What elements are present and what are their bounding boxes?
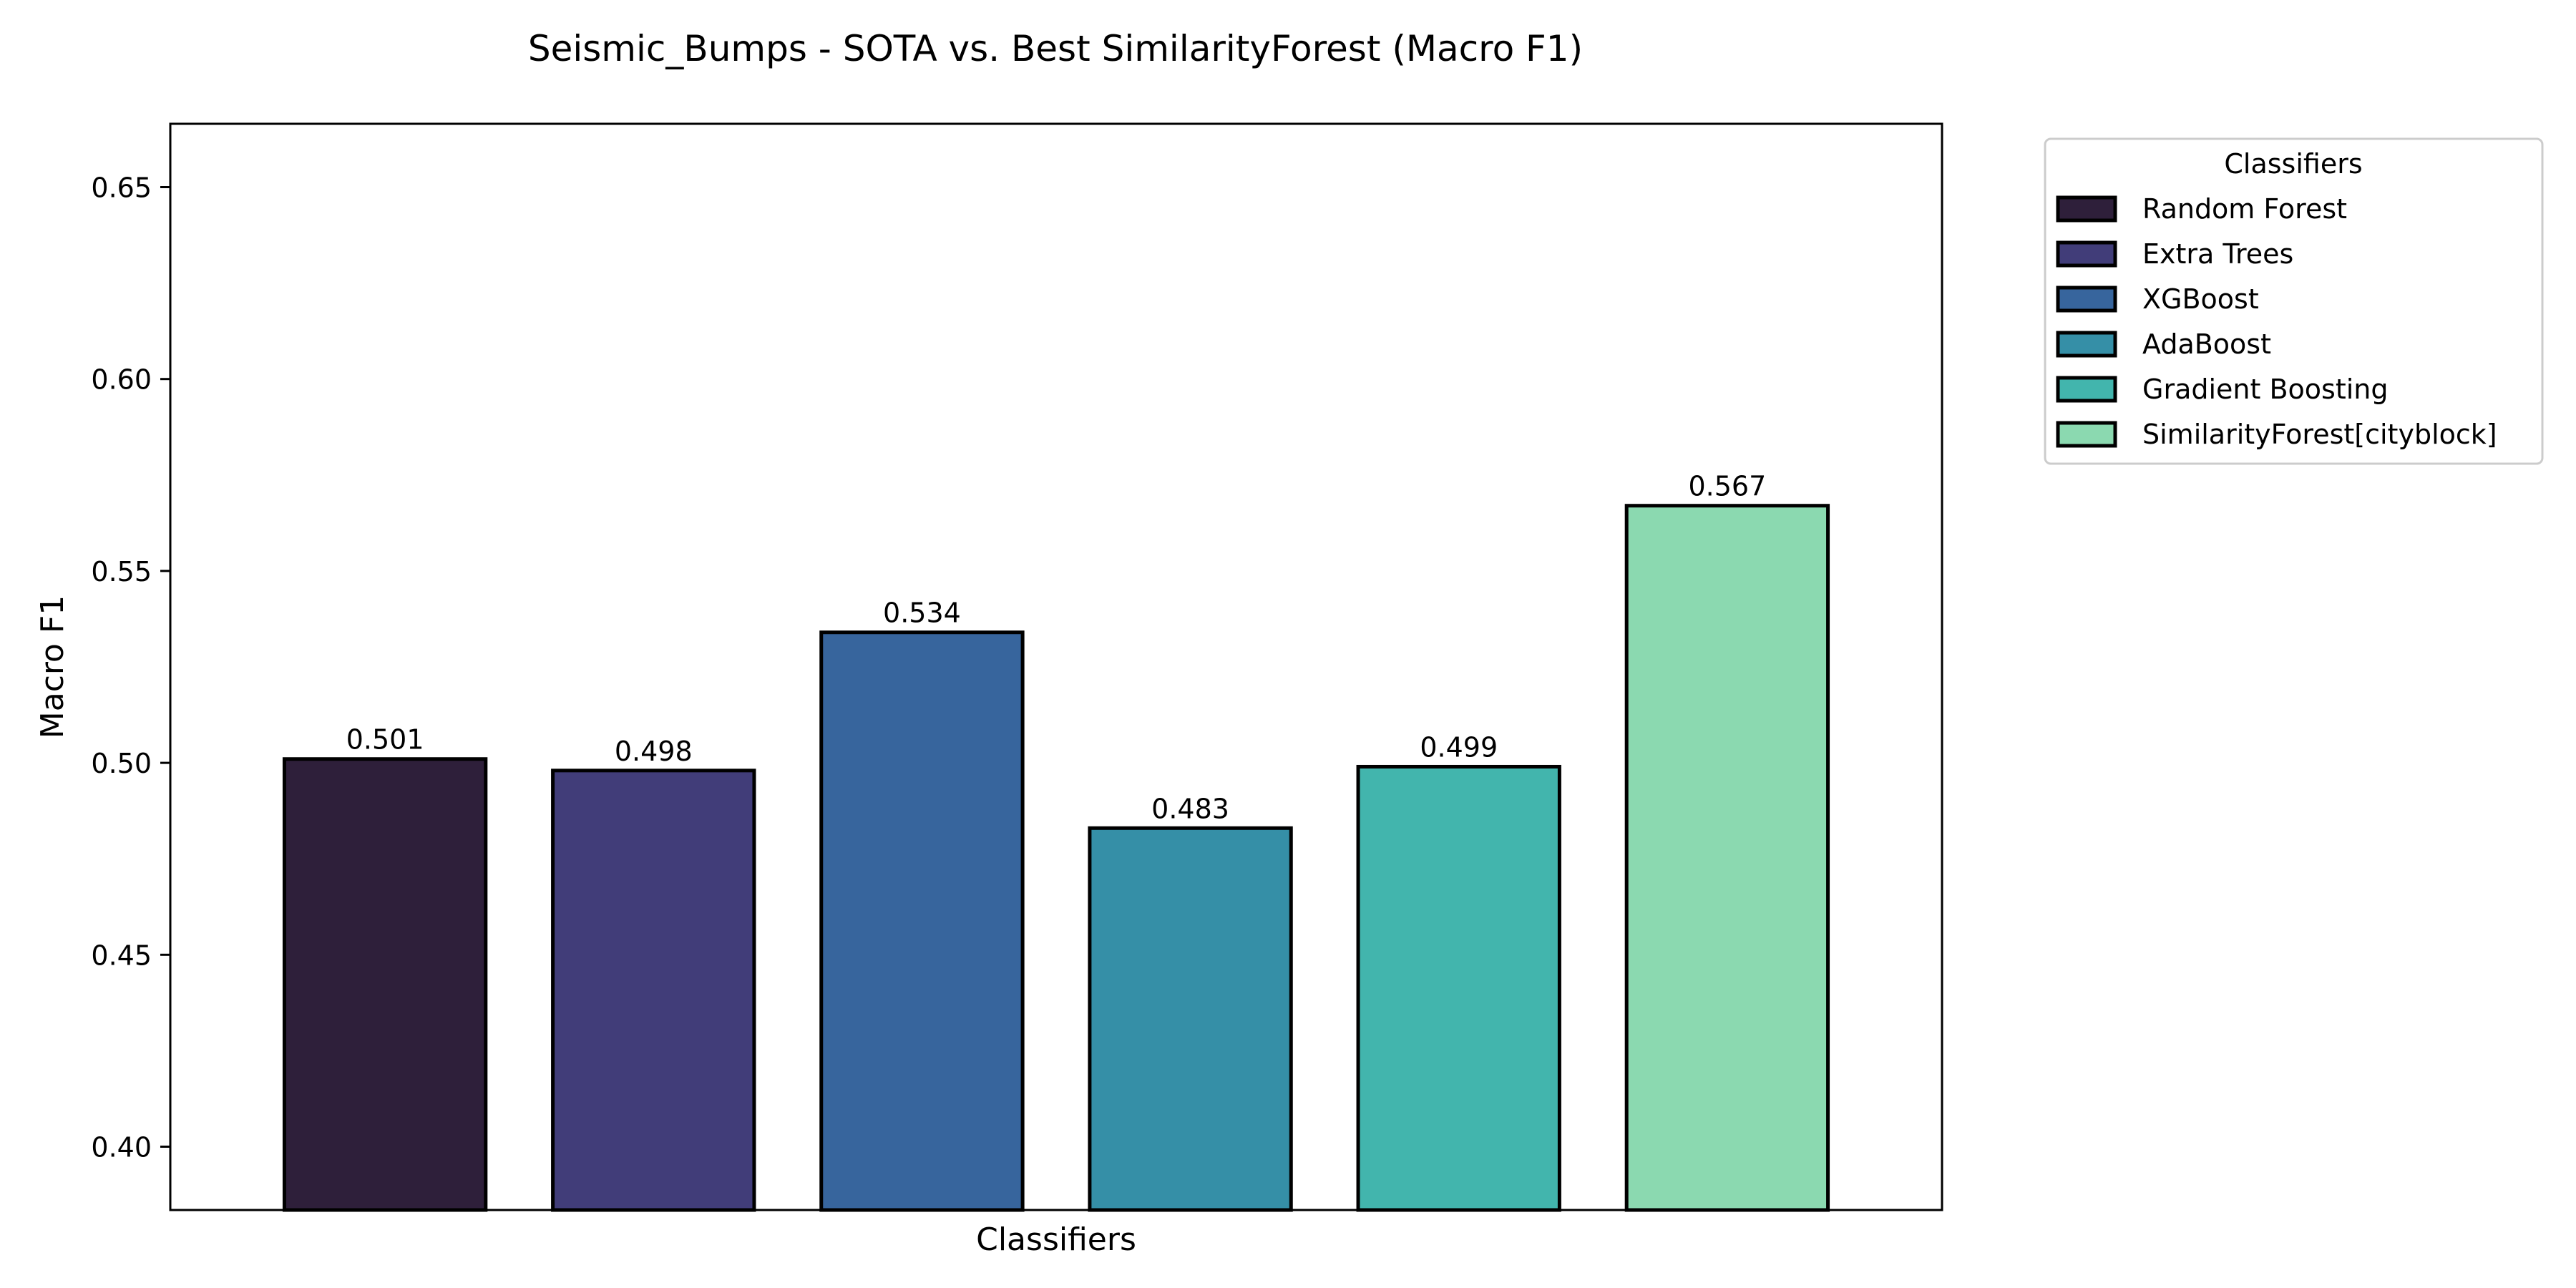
bar <box>819 630 1025 1212</box>
legend-swatch <box>2056 240 2117 268</box>
y-axis-label: Macro F1 <box>34 595 71 738</box>
x-axis-label: Classifiers <box>976 1221 1136 1258</box>
legend-swatch <box>2056 421 2117 448</box>
legend-entry-label: XGBoost <box>2142 283 2259 315</box>
y-tick-label: 0.50 <box>91 748 152 779</box>
legend-entry-label: SimilarityForest[cityblock] <box>2142 419 2497 450</box>
legend-entry-label: Extra Trees <box>2142 238 2293 270</box>
y-tick-label: 0.65 <box>91 172 152 204</box>
bar <box>1624 504 1830 1212</box>
legend-entry-label: Random Forest <box>2142 193 2347 225</box>
y-tick-label: 0.55 <box>91 556 152 587</box>
bar-value-label: 0.483 <box>1151 793 1229 824</box>
legend-swatch <box>2056 286 2117 313</box>
legend-entries: Random Forest Extra Trees XGBoost AdaBoost G… <box>2056 193 2497 450</box>
bars-group <box>282 504 1830 1212</box>
bar <box>551 769 756 1212</box>
bar-value-label: 0.534 <box>883 597 961 629</box>
legend-frame <box>2044 137 2544 465</box>
legend-swatch <box>2056 376 2117 403</box>
legend-entry-label: AdaBoost <box>2142 328 2271 360</box>
y-axis: 0.40 0.45 0.50 0.55 0.60 0.65 <box>91 172 170 1163</box>
bar-value-label: 0.498 <box>615 736 693 767</box>
legend-swatch <box>2056 195 2117 223</box>
bar <box>1088 826 1293 1212</box>
plot-frame <box>169 122 1943 1211</box>
legend-title: Classifiers <box>2224 148 2362 180</box>
value-labels-group: 0.501 0.498 0.534 0.483 0.499 0.567 <box>346 471 1767 825</box>
y-tick-label: 0.40 <box>91 1131 152 1163</box>
bar-value-label: 0.501 <box>346 724 424 756</box>
bar <box>282 757 488 1212</box>
bar-value-label: 0.499 <box>1420 731 1498 763</box>
chart-title: Seismic_Bumps - SOTA vs. Best Similarity… <box>528 28 1583 69</box>
y-tick-label: 0.60 <box>91 364 152 396</box>
legend-swatch <box>2056 331 2117 358</box>
legend: Classifiers Random Forest Extra Trees XGBo… <box>2044 137 2544 465</box>
legend-entry-label: Gradient Boosting <box>2142 374 2389 405</box>
bar <box>1356 764 1561 1212</box>
bar-value-label: 0.567 <box>1688 471 1766 502</box>
y-tick-label: 0.45 <box>91 940 152 971</box>
